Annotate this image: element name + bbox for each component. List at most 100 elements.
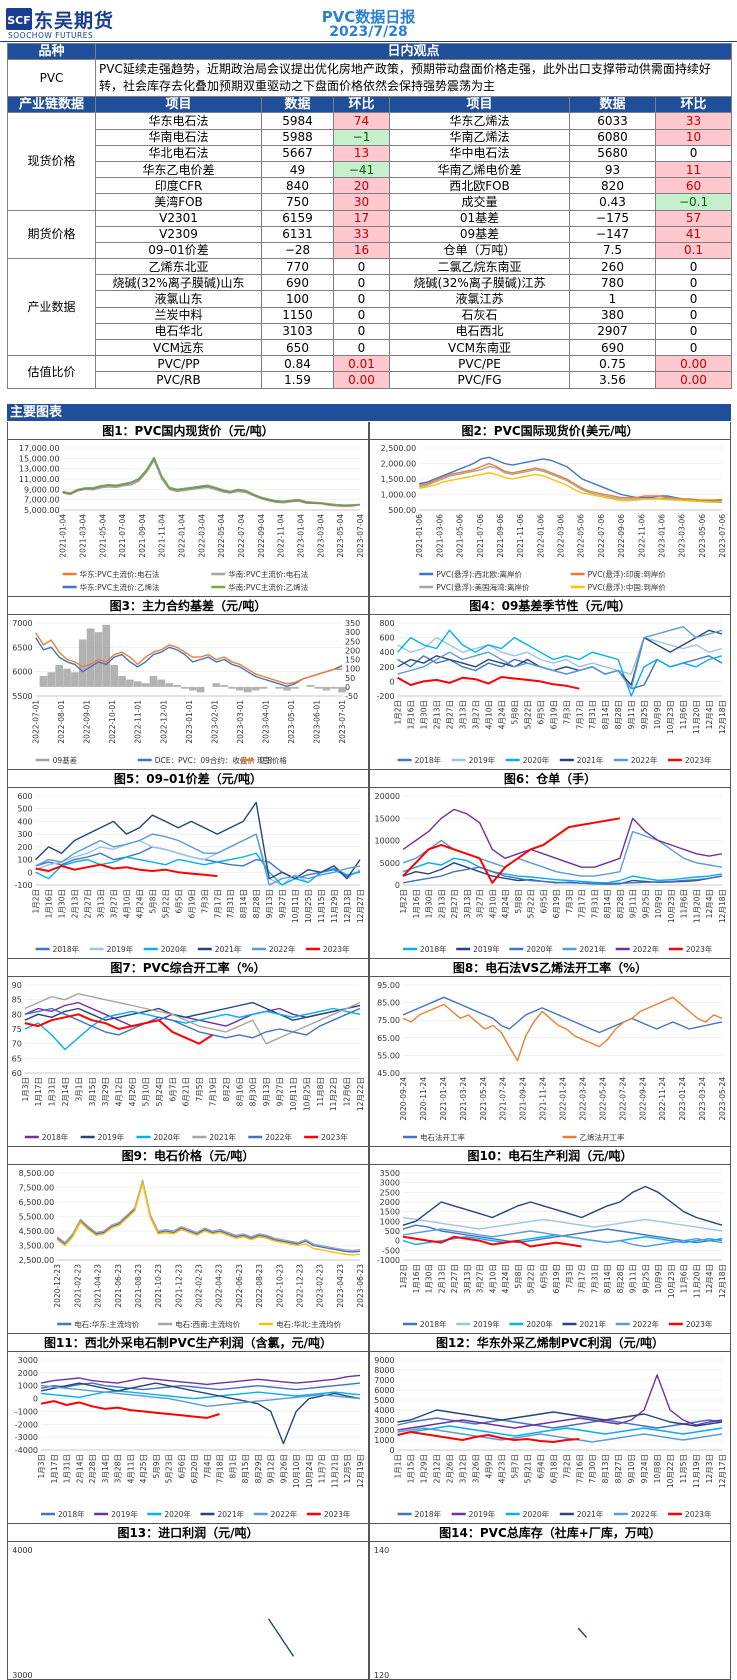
item-change: 16 bbox=[333, 241, 390, 260]
x-tick-label: 1月30日 bbox=[420, 700, 429, 729]
x-tick-label: 10月23日 bbox=[667, 1264, 676, 1298]
item-change: 0 bbox=[654, 274, 733, 292]
x-tick-label: 10月10日 bbox=[292, 1454, 301, 1488]
item-change: 0.00 bbox=[333, 371, 390, 389]
y-tick-label: 4000 bbox=[12, 1546, 32, 1555]
item-name: 二氯乙烷东南亚 bbox=[389, 258, 570, 276]
x-tick-label: 3月28日 bbox=[114, 1454, 123, 1483]
section-title: 主要图表 bbox=[7, 404, 731, 421]
table-row: 兰炭中料 1150 0 石灰石 380 0 bbox=[8, 306, 733, 324]
item-change: 74 bbox=[333, 112, 390, 130]
series-line bbox=[35, 833, 361, 886]
legend-label: 2018年 bbox=[53, 944, 80, 954]
x-tick-label: 11月20日 bbox=[692, 1264, 701, 1298]
y-tick-label: 6,500.00 bbox=[19, 1198, 55, 1207]
y-tick-label: 1,500.00 bbox=[381, 475, 417, 484]
item-value: 6033 bbox=[569, 112, 656, 130]
basis-bar bbox=[220, 685, 228, 687]
column-header: 数据 bbox=[569, 96, 656, 114]
item-value: 6080 bbox=[569, 128, 656, 146]
y-tick-label: 15,000.00 bbox=[19, 454, 60, 463]
x-tick-label: 5月22日 bbox=[527, 1264, 536, 1293]
item-change: 20 bbox=[333, 177, 390, 195]
chart-title: 图3：主力合约基差（元/吨） bbox=[8, 597, 368, 615]
table-row: 印度CFR 840 20 西北欧FOB 820 60 bbox=[8, 177, 733, 195]
x-tick-label: 2022-09-24 bbox=[638, 1077, 647, 1121]
x-tick-label: 5月23日 bbox=[165, 1454, 174, 1483]
item-name: VCM远东 bbox=[95, 338, 262, 357]
y-tick-label: 3000 bbox=[374, 1416, 394, 1425]
x-tick-label: 5月10日 bbox=[141, 1077, 150, 1106]
x-tick-label: 11月7日 bbox=[318, 1454, 327, 1483]
series-line bbox=[419, 472, 723, 503]
item-name: 华中电石法 bbox=[389, 144, 570, 162]
basis-bar bbox=[236, 686, 244, 691]
item-change: 0 bbox=[654, 144, 733, 162]
item-value: 750 bbox=[261, 193, 334, 211]
x-tick-label: 8月15日 bbox=[241, 1454, 250, 1483]
item-name: VCM东南亚 bbox=[389, 338, 570, 357]
item-name: PVC/PE bbox=[389, 355, 570, 373]
item-value: 0.84 bbox=[261, 355, 334, 373]
x-tick-label: 10月11日 bbox=[289, 1077, 298, 1111]
item-change: 13 bbox=[333, 144, 390, 162]
x-tick-label: 2022-07-24 bbox=[618, 1077, 627, 1121]
series-line bbox=[402, 808, 723, 868]
head-view: 日内观点 bbox=[94, 42, 733, 61]
report-header: SCF 东吴期货 SOOCHOW FUTURES PVC数据日报 2023/7/… bbox=[0, 0, 737, 42]
item-change: 33 bbox=[654, 112, 733, 130]
x-tick-label: 5月22日 bbox=[161, 889, 170, 918]
x-tick-label: 7月19日 bbox=[209, 1077, 218, 1106]
y-tick-label: 800 bbox=[379, 619, 394, 628]
item-value: 780 bbox=[569, 274, 656, 292]
x-tick-label: 2021-07-24 bbox=[499, 1077, 508, 1121]
item-value: 5984 bbox=[261, 112, 334, 130]
series-line bbox=[62, 457, 361, 506]
x-tick-label: 2022-09-01 bbox=[83, 700, 92, 744]
series-line bbox=[24, 1013, 214, 1045]
item-change: 0 bbox=[333, 306, 390, 324]
y-tick-label: 400 bbox=[17, 817, 32, 826]
x-tick-label: 2022-01-24 bbox=[559, 1077, 568, 1121]
x-tick-label: 7月3日 bbox=[565, 1264, 574, 1289]
y-tick-label: 600 bbox=[17, 792, 32, 801]
item-value: 0.43 bbox=[569, 193, 656, 211]
legend-label: 电石:华北:主流均价 bbox=[276, 1319, 342, 1329]
series-line bbox=[397, 629, 723, 686]
x-tick-label: 2021-01-04 bbox=[59, 514, 68, 558]
y-tick-label: 20000 bbox=[375, 792, 400, 801]
basis-bar bbox=[71, 672, 79, 687]
legend-label: 2023年 bbox=[686, 944, 713, 954]
item-name: 西北欧FOB bbox=[389, 177, 570, 195]
x-tick-label: 2月13日 bbox=[437, 889, 446, 918]
svg-text:SCF: SCF bbox=[7, 14, 31, 27]
basis-bar bbox=[118, 675, 126, 687]
x-tick-label: 2022-03-04 bbox=[197, 514, 206, 558]
item-change: 17 bbox=[333, 209, 390, 227]
x-tick-label: 2021-12-23 bbox=[174, 1264, 183, 1308]
item-name: 烧碱(32%离子膜碱)江苏 bbox=[389, 274, 570, 292]
item-change: −41 bbox=[333, 160, 390, 179]
x-tick-label: 2月28日 bbox=[88, 1454, 97, 1483]
item-name: V2301 bbox=[95, 209, 262, 227]
y-tick-label: 80 bbox=[12, 1010, 22, 1019]
series-line bbox=[402, 996, 723, 1034]
chart-svg: 3500300025002000150010005000-500-10001月2… bbox=[377, 1169, 727, 1329]
x-tick-label: 8月28日 bbox=[616, 889, 625, 918]
x-tick-label: 9月27日 bbox=[276, 1077, 285, 1106]
table-row: 液氯山东 100 0 液氯江苏 1 0 bbox=[8, 290, 733, 308]
y-tick-label: 11,000.00 bbox=[19, 475, 60, 484]
item-name: 华东电石法 bbox=[95, 112, 262, 130]
x-tick-label: 2022-08-01 bbox=[57, 700, 66, 744]
x-tick-label: 7月31日 bbox=[590, 889, 599, 918]
x-tick-label: 2021-07-06 bbox=[476, 514, 485, 558]
series-line bbox=[35, 801, 361, 880]
y-tick-label: 6000 bbox=[374, 1386, 394, 1395]
basis-bar bbox=[212, 683, 221, 687]
y-tick-label: 2500 bbox=[380, 1188, 400, 1197]
item-value: 5988 bbox=[261, 128, 334, 146]
x-tick-label: 11月6日 bbox=[680, 1264, 689, 1293]
y-tick-label: 13,000.00 bbox=[19, 465, 60, 474]
x-tick-label: 2023-01-06 bbox=[657, 514, 666, 558]
